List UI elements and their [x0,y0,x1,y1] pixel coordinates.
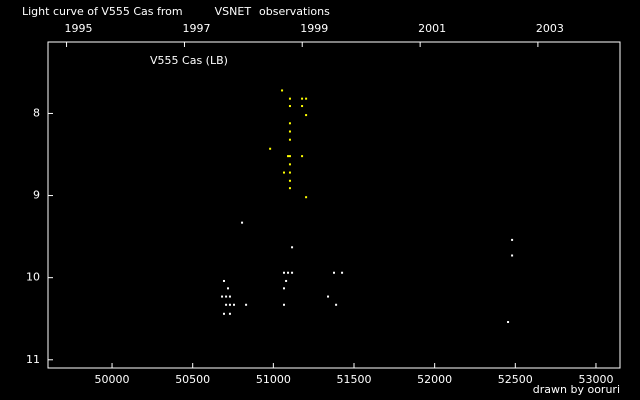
data-point [333,271,335,274]
data-point [301,97,304,100]
data-point [305,114,308,117]
data-point [288,179,291,182]
credit: drawn by ooruri [533,383,620,396]
y-tick-label: 8 [33,106,40,119]
data-point [511,254,514,257]
data-point [228,312,231,315]
data-point [327,295,330,298]
x2-tick-label: 1995 [65,22,93,35]
data-point [288,122,291,125]
data-point [288,130,291,133]
data-point [282,171,285,174]
x2-tick-label: 1997 [182,22,210,35]
chart-title: Light curve of V555 Cas from [22,5,183,18]
data-point [221,295,224,298]
x2-tick-label: 1999 [300,22,328,35]
data-point [288,163,291,166]
data-point [227,287,230,290]
data-point [511,238,514,241]
x-tick-label: 53000 [578,373,613,386]
data-point [291,246,294,249]
data-point [269,147,272,150]
data-point [288,97,291,100]
data-point [285,279,288,282]
y-tick-label: 11 [26,353,40,366]
data-point [245,303,248,306]
chart-title: observations [259,5,330,18]
plot-frame [47,41,621,369]
data-point [282,271,285,274]
data-point [288,105,291,108]
data-point [301,105,304,108]
x-tick-label: 52000 [417,373,452,386]
data-point [287,271,290,274]
x-tick-label: 52500 [498,373,533,386]
data-point [232,303,235,306]
data-point [225,295,228,298]
data-point [222,312,225,315]
data-point [225,303,228,306]
data-point [222,279,225,282]
data-point [287,155,290,158]
x-tick-label: 50500 [175,373,210,386]
data-point [228,295,231,298]
x-tick-label: 50000 [95,373,130,386]
data-point [291,271,294,274]
data-point [241,221,244,224]
data-point [282,303,285,306]
star-label: V555 Cas (LB) [150,54,228,67]
data-point [228,303,231,306]
data-point [288,138,291,141]
data-point [282,287,285,290]
x-tick-label: 51000 [256,373,291,386]
chart-title: VSNET [215,5,252,18]
y-tick-label: 10 [26,271,40,284]
x2-tick-label: 2001 [418,22,446,35]
data-point [301,155,304,158]
data-point [305,97,308,100]
x-tick-label: 51500 [337,373,372,386]
y-tick-label: 9 [33,189,40,202]
data-point [305,196,308,199]
data-point [335,303,338,306]
data-point [281,89,284,92]
data-point [507,321,510,324]
data-point [288,187,291,190]
data-point [288,171,291,174]
data-point [288,155,291,158]
data-point [341,271,344,274]
x2-tick-label: 2003 [536,22,564,35]
